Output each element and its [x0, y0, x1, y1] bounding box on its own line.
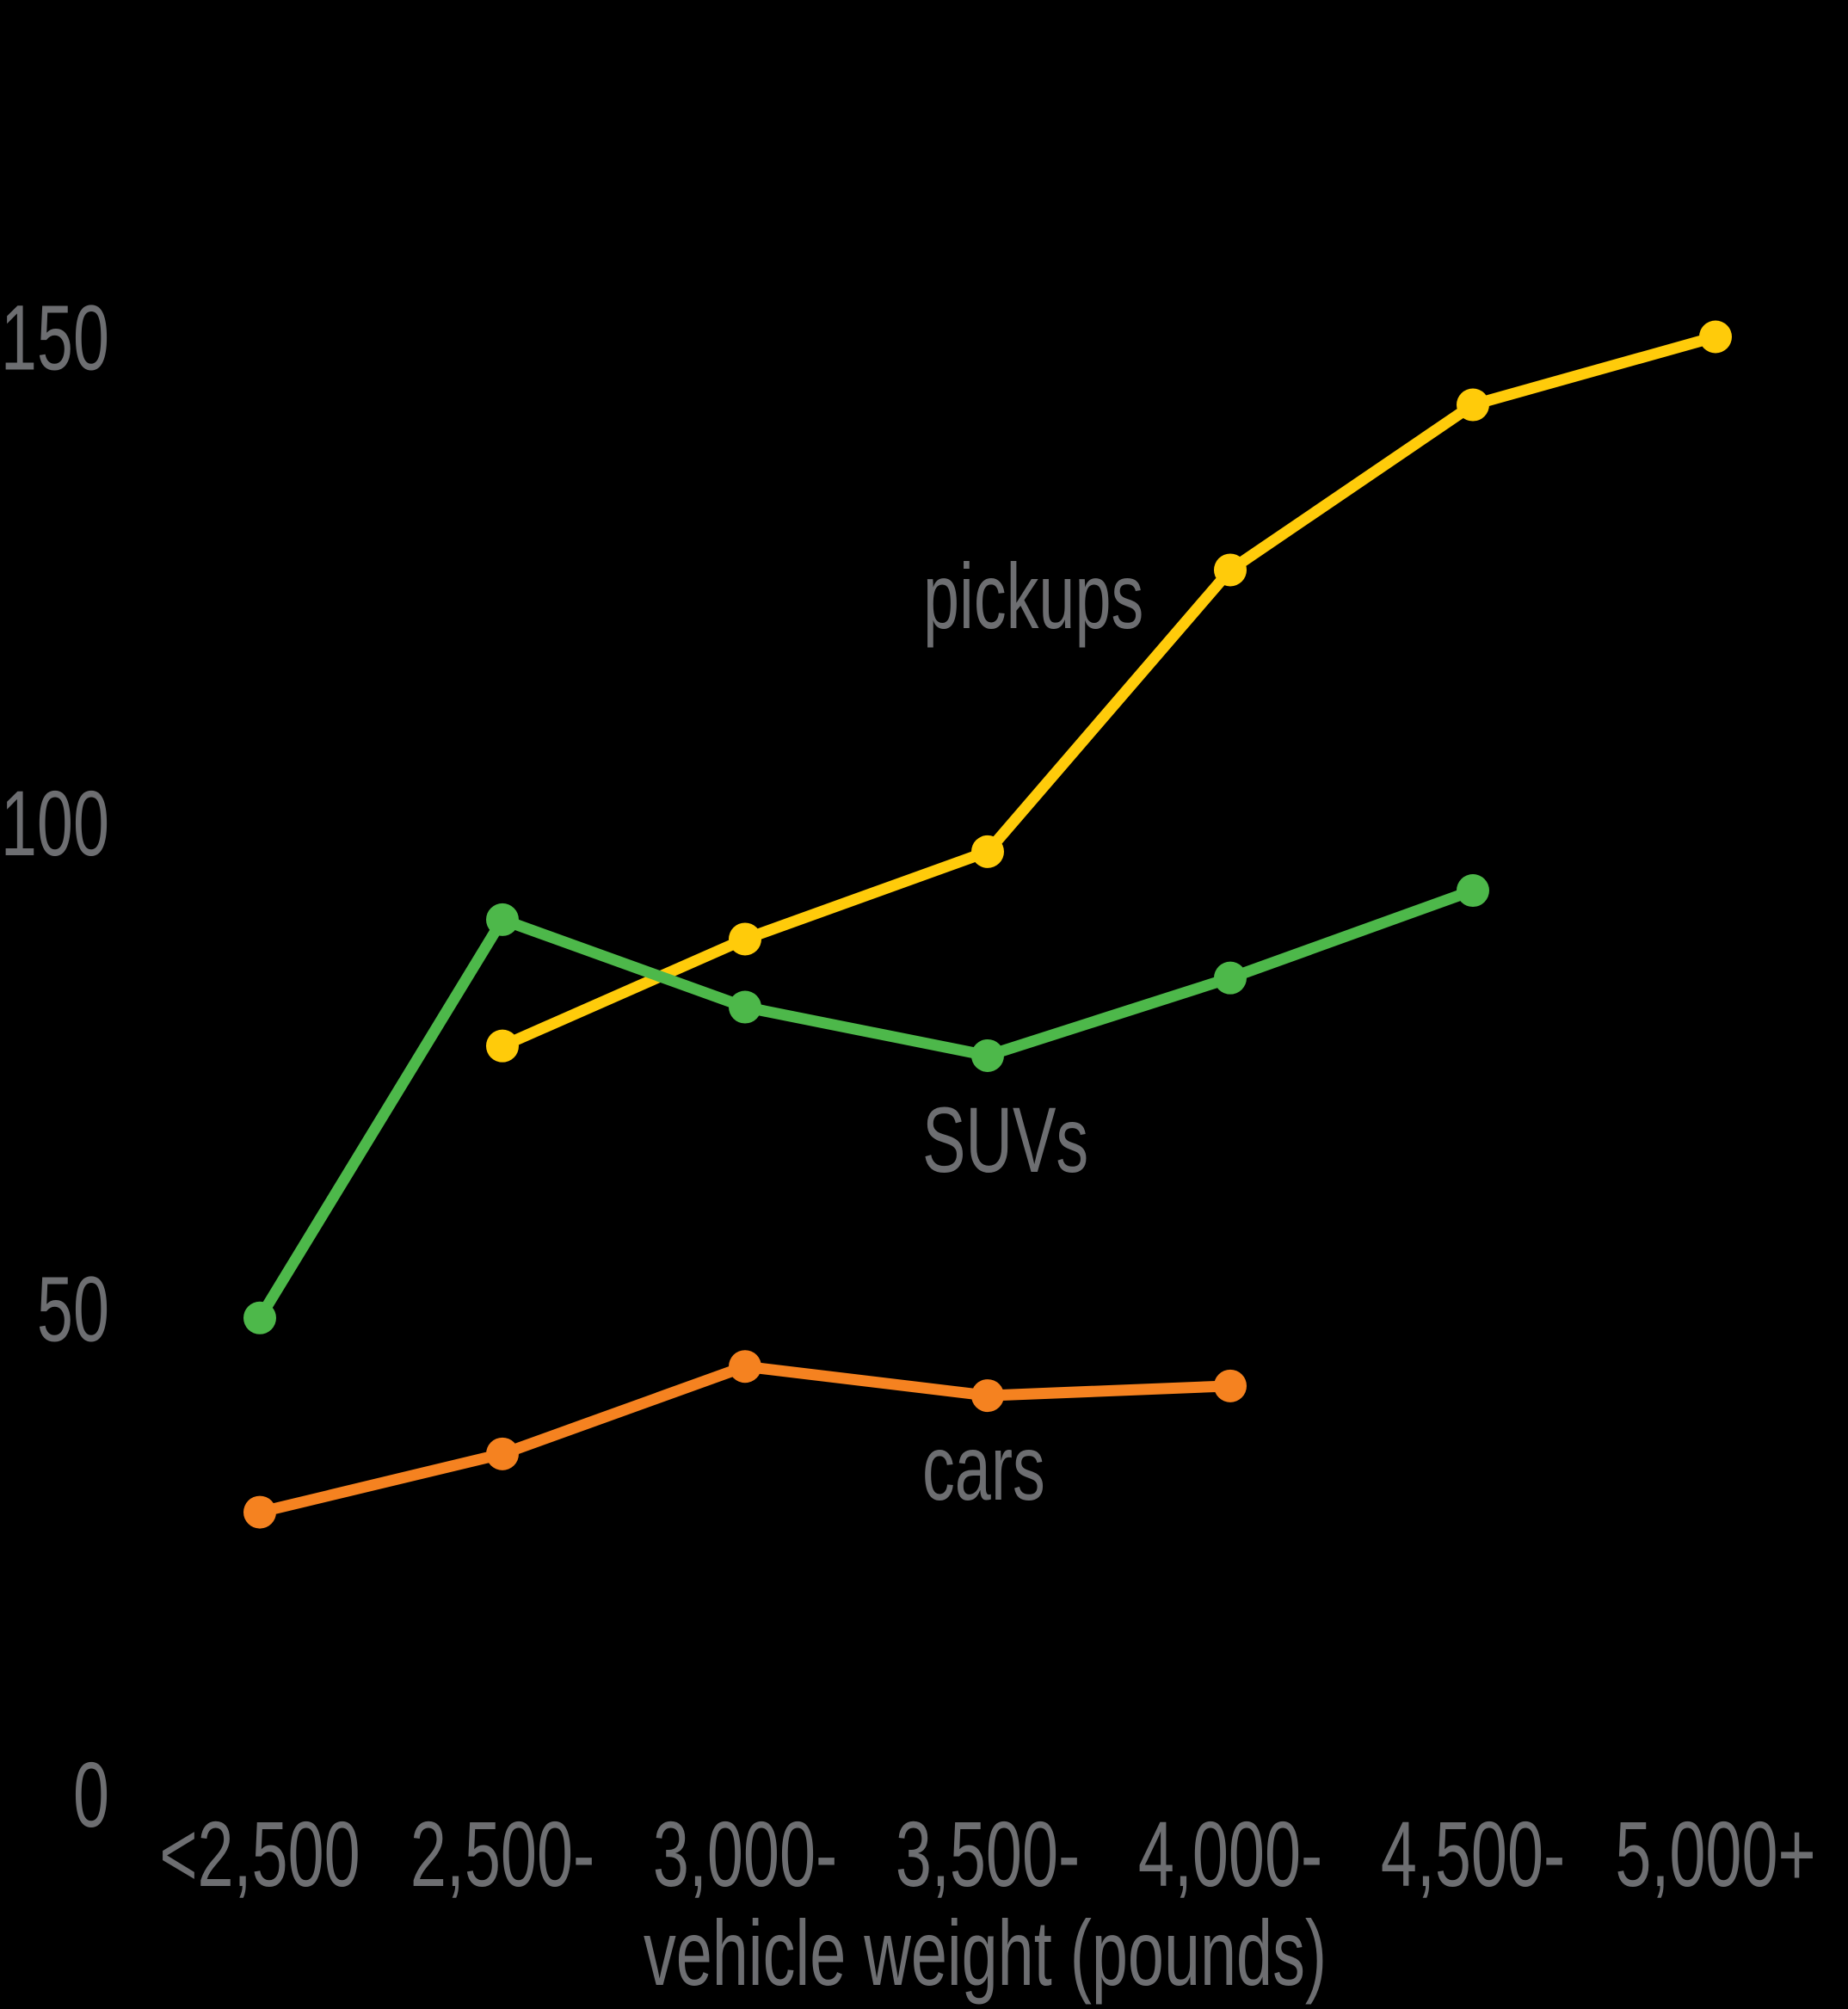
x-tick-label: 2,500- [410, 1803, 594, 1906]
x-tick-label: <2,500 [159, 1803, 360, 1906]
data-point-marker [1214, 961, 1247, 995]
x-tick-label: 4,500- [1381, 1803, 1565, 1906]
svg-text:150: 150 [1, 286, 109, 389]
series-line [500, 331, 1717, 1051]
svg-text:3,000-: 3,000- [653, 1803, 837, 1906]
svg-text:3,500-: 3,500- [896, 1803, 1080, 1906]
data-point-marker [971, 835, 1004, 868]
data-point-marker [1699, 320, 1732, 354]
data-point-marker [1214, 553, 1247, 587]
x-axis: <2,500 2,500- 3,000- 3,500- 4,000- 4,500- 5,00… [159, 1803, 1815, 1906]
series-label-pickups: pickups [923, 545, 1143, 648]
y-tick-label: 100 [1, 772, 109, 875]
svg-text:0: 0 [73, 1743, 109, 1846]
series-suvs [243, 874, 1489, 1334]
data-point-marker [1457, 874, 1489, 908]
svg-text:4,500-: 4,500- [1381, 1803, 1565, 1906]
series-cars [243, 1350, 1247, 1529]
x-tick-label: 4,000- [1138, 1803, 1322, 1906]
data-point-marker [486, 903, 519, 936]
svg-text:2,500-: 2,500- [410, 1803, 594, 1906]
series-label-cars: cars [922, 1416, 1045, 1519]
series-labels: pickups SUVs cars [922, 545, 1143, 1519]
data-point-marker [729, 1350, 761, 1383]
x-tick-label: 3,000- [653, 1803, 837, 1906]
svg-text:5,000+: 5,000+ [1615, 1803, 1815, 1906]
y-tick-label: 150 [1, 286, 109, 389]
svg-text:cars: cars [922, 1416, 1045, 1519]
series-line [255, 884, 1475, 1322]
series-label-suvs: SUVs [922, 1088, 1088, 1192]
svg-text:4,000-: 4,000- [1138, 1803, 1322, 1906]
x-tick-label: 5,000+ [1615, 1803, 1815, 1906]
data-point-marker [243, 1301, 276, 1334]
x-axis-title: vehicle weight (pounds) [644, 1901, 1327, 2005]
data-point-marker [486, 1437, 519, 1470]
svg-text:50: 50 [37, 1257, 109, 1360]
data-point-marker [971, 1038, 1004, 1072]
series-layer [243, 320, 1732, 1529]
y-tick-label: 0 [73, 1743, 109, 1846]
data-point-marker [1457, 388, 1489, 422]
series-pickups [486, 320, 1732, 1063]
svg-text:100: 100 [1, 772, 109, 875]
svg-text:SUVs: SUVs [922, 1088, 1088, 1192]
data-point-marker [1214, 1369, 1247, 1402]
y-tick-label: 50 [37, 1257, 109, 1360]
data-point-marker [243, 1495, 276, 1529]
y-axis: 0 50 100 150 [1, 286, 109, 1846]
svg-text:pickups: pickups [923, 545, 1143, 648]
x-tick-label: 3,500- [896, 1803, 1080, 1906]
data-point-marker [486, 1029, 519, 1063]
data-point-marker [729, 990, 761, 1024]
svg-text:<2,500: <2,500 [159, 1803, 360, 1906]
series-line [258, 1360, 1231, 1518]
data-point-marker [971, 1379, 1004, 1413]
data-point-marker [729, 922, 761, 956]
